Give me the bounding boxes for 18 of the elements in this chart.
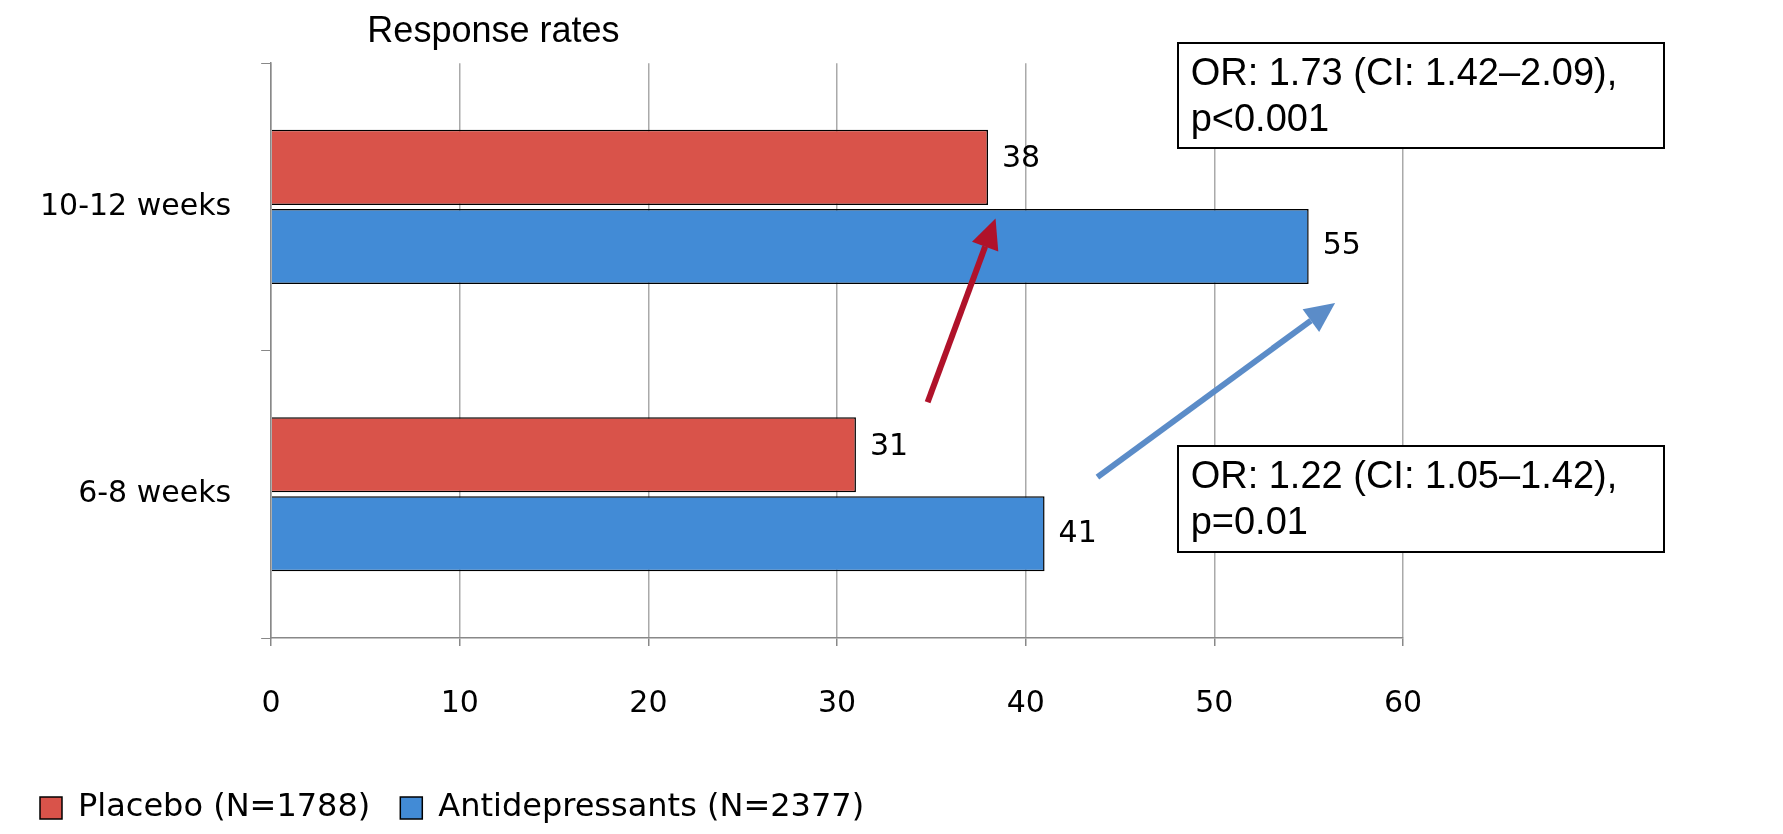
- annotation: OR: 1.73 (CI: 1.42–2.09), p<0.001: [1176, 42, 1665, 150]
- x-tick-label: 40: [1006, 683, 1045, 719]
- annotation: OR: 1.22 (CI: 1.05–1.42), p=0.01: [1176, 445, 1665, 553]
- legend-label: Antidepressants (N=2377): [438, 786, 865, 825]
- chart-title: Response rates: [367, 8, 620, 50]
- x-tick-label: 50: [1195, 683, 1234, 719]
- x-tick-label: 20: [629, 683, 668, 719]
- data-label: 41: [1058, 513, 1097, 549]
- x-tick-label: 60: [1383, 683, 1423, 719]
- legend-label: Placebo (N=1788): [78, 786, 371, 825]
- data-label: 55: [1322, 226, 1361, 262]
- x-tick-label: 30: [817, 683, 857, 719]
- x-tick-label: 10: [440, 683, 479, 719]
- y-tick-label: 6-8 weeks: [78, 474, 232, 510]
- data-label: 38: [1001, 139, 1041, 175]
- x-tick-label: 0: [261, 683, 281, 719]
- y-tick-label: 10-12 weeks: [39, 186, 232, 222]
- data-label: 31: [869, 426, 909, 462]
